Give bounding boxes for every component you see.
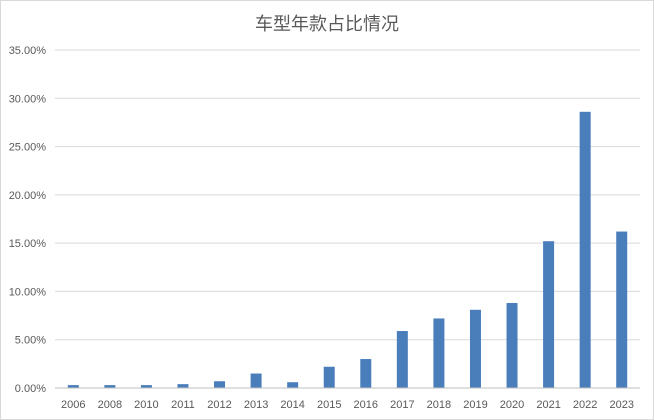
x-axis-ticks: 2006 2008 2010 2011 2012 2013 2014 2015 2016 2017… — [61, 399, 634, 411]
bar-2017 — [396, 331, 408, 388]
x-tick-label: 2011 — [171, 399, 195, 411]
x-tick-label: 2019 — [463, 399, 487, 411]
x-tick-label: 2008 — [98, 399, 122, 411]
x-tick-label: 2010 — [134, 399, 158, 411]
bar-2013 — [250, 373, 262, 388]
bar-2011 — [177, 384, 189, 388]
bar-2021 — [543, 241, 555, 388]
bars — [67, 111, 628, 388]
y-tick-label: 35.00% — [9, 45, 47, 57]
bar-2016 — [360, 359, 372, 388]
gridlines — [55, 49, 640, 341]
x-tick-label: 2012 — [207, 399, 231, 411]
bar-2015 — [323, 366, 335, 388]
bar-2006 — [67, 385, 79, 388]
x-tick-label: 2017 — [390, 399, 414, 411]
y-tick-label: 5.00% — [15, 335, 46, 347]
x-tick-label: 2015 — [317, 399, 341, 411]
bar-2012 — [214, 381, 226, 388]
bar-2020 — [506, 303, 518, 388]
bar-2010 — [140, 385, 152, 388]
chart-title: 车型年款占比情况 — [255, 14, 399, 35]
y-axis-ticks: 0.00% 5.00% 10.00% 15.00% 20.00% 25.00% 30.00%… — [9, 45, 47, 395]
bar-2008 — [104, 385, 116, 388]
bar-2014 — [287, 382, 299, 388]
bar-2023 — [616, 231, 628, 388]
bar-2019 — [469, 309, 481, 388]
x-tick-label: 2023 — [609, 399, 633, 411]
y-tick-label: 20.00% — [9, 190, 47, 202]
bar-2022 — [579, 111, 591, 388]
x-tick-label: 2014 — [280, 399, 304, 411]
x-tick-label: 2018 — [427, 399, 451, 411]
bar-2018 — [433, 318, 445, 388]
x-tick-label: 2013 — [244, 399, 268, 411]
x-tick-label: 2022 — [573, 399, 597, 411]
y-tick-label: 15.00% — [9, 238, 47, 250]
y-tick-label: 25.00% — [9, 142, 47, 154]
x-tick-label: 2021 — [536, 399, 560, 411]
x-tick-label: 2016 — [354, 399, 378, 411]
y-tick-label: 10.00% — [9, 286, 47, 298]
x-tick-label: 2020 — [500, 399, 524, 411]
y-tick-label: 0.00% — [15, 383, 46, 395]
y-tick-label: 30.00% — [9, 93, 47, 105]
x-tick-label: 2006 — [61, 399, 85, 411]
